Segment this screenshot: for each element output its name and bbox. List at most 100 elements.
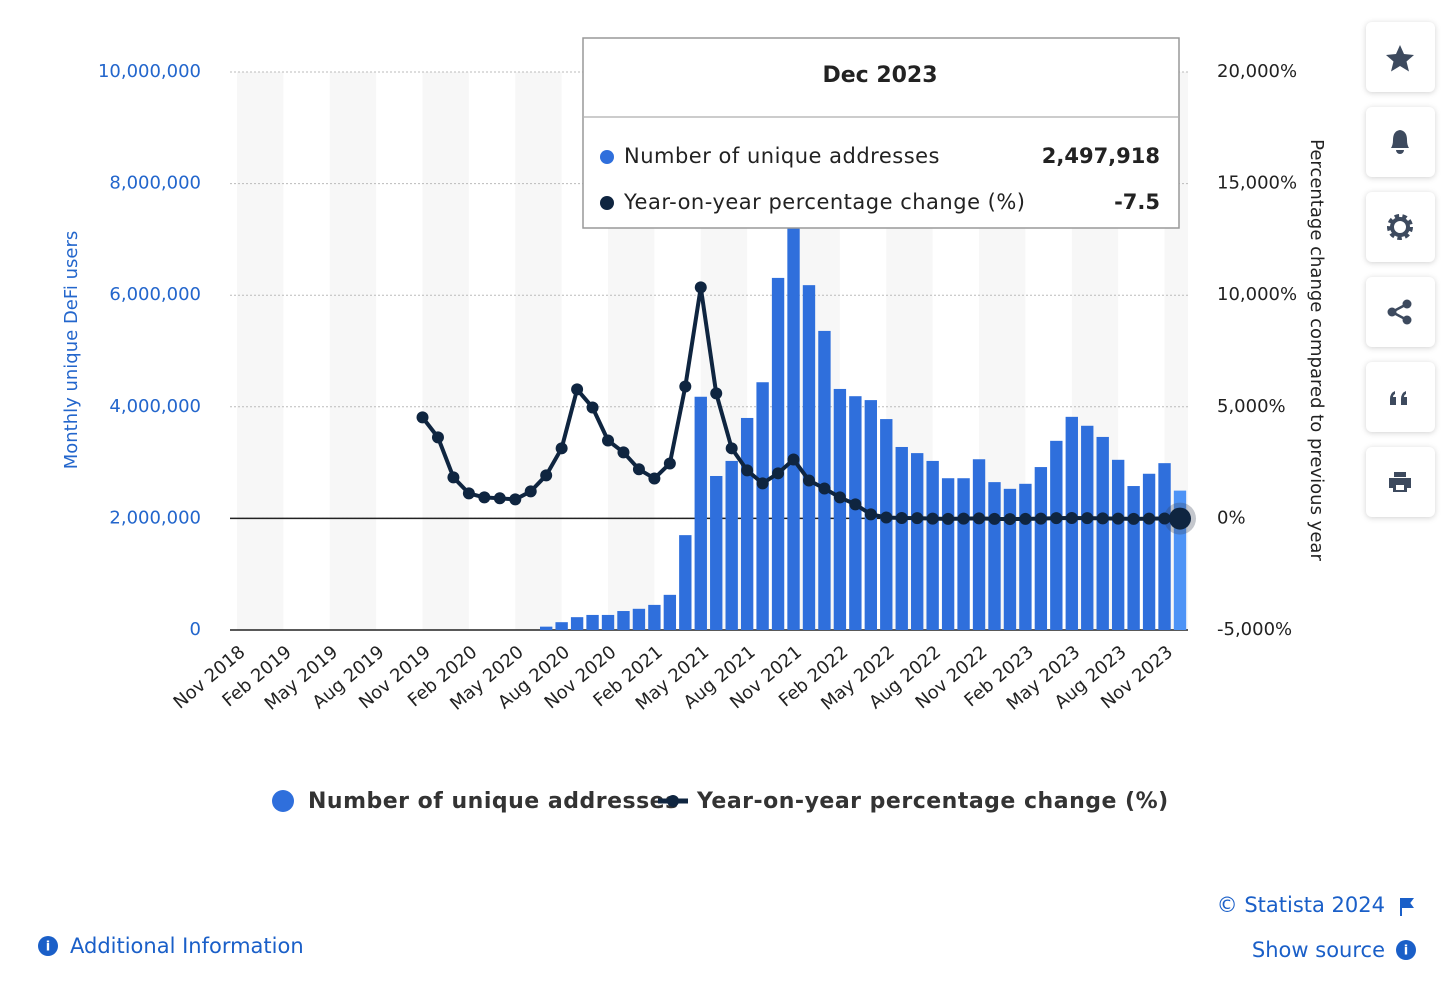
tooltip-title: Dec 2023 xyxy=(822,63,937,88)
line-point xyxy=(787,453,800,466)
bar xyxy=(539,626,553,630)
line-point xyxy=(1019,512,1032,525)
background-stripe xyxy=(422,72,469,630)
line-point xyxy=(663,457,676,470)
line-point xyxy=(1169,507,1191,530)
gear-icon xyxy=(1390,217,1410,237)
bar xyxy=(849,396,862,630)
line-point xyxy=(1112,512,1125,525)
bar xyxy=(617,611,630,630)
line-point xyxy=(880,511,893,524)
legend-label[interactable]: Number of unique addresses xyxy=(308,789,679,814)
bell-icon xyxy=(1391,130,1409,154)
bar xyxy=(818,330,831,630)
print-icon xyxy=(1389,472,1411,492)
bar xyxy=(756,382,769,630)
bar xyxy=(833,388,847,630)
line-point xyxy=(911,512,924,525)
line-point xyxy=(802,474,815,487)
legend-marker[interactable] xyxy=(667,795,679,807)
legend-label[interactable]: Year-on-year percentage change (%) xyxy=(696,789,1169,814)
line-point xyxy=(849,498,862,511)
line-point xyxy=(571,383,584,396)
y2-tick-label: 0% xyxy=(1217,507,1246,528)
line-point xyxy=(617,446,630,459)
bar xyxy=(570,617,584,630)
bar xyxy=(988,482,1001,630)
info-icon[interactable] xyxy=(38,936,58,956)
background-stripe xyxy=(329,72,377,630)
line-point xyxy=(632,463,645,476)
info-icon[interactable] xyxy=(1396,940,1416,960)
y-tick-label: 4,000,000 xyxy=(109,396,201,417)
legend-marker[interactable] xyxy=(272,790,294,812)
y-tick-label: 0 xyxy=(190,619,201,640)
bar xyxy=(911,453,924,630)
share-icon xyxy=(1387,299,1412,325)
line-point xyxy=(447,471,460,484)
y2-tick-label: -5,000% xyxy=(1217,619,1292,640)
line-point xyxy=(586,401,599,414)
line-point xyxy=(478,491,491,504)
line-point xyxy=(431,431,444,444)
print-icon xyxy=(1396,485,1404,490)
y-axis-label: Monthly unique DeFi users xyxy=(61,231,82,470)
cite-button[interactable] xyxy=(1366,362,1435,432)
background-stripe xyxy=(237,72,284,630)
show-source[interactable]: Show source xyxy=(1252,938,1385,962)
tooltip-value: 2,497,918 xyxy=(1042,144,1160,168)
bar xyxy=(895,446,908,630)
line-point xyxy=(1003,513,1016,526)
y-tick-label: 10,000,000 xyxy=(98,61,201,82)
line-point xyxy=(725,442,738,455)
line-point xyxy=(818,482,831,495)
bar xyxy=(941,478,955,630)
tooltip-series: Number of unique addresses xyxy=(624,144,940,168)
tooltip-marker xyxy=(600,196,614,210)
line-point xyxy=(524,485,537,498)
tooltip-box xyxy=(582,37,1180,229)
bar xyxy=(586,614,599,630)
settings-button[interactable] xyxy=(1366,192,1435,262)
bar xyxy=(771,277,785,630)
line-point xyxy=(1034,512,1047,525)
line-point xyxy=(756,477,769,490)
copyright[interactable]: © Statista 2024 xyxy=(1217,893,1385,917)
line-point xyxy=(694,281,707,294)
bar xyxy=(972,459,986,630)
flag-icon[interactable] xyxy=(1400,898,1414,916)
tooltip-series: Year-on-year percentage change (%) xyxy=(623,190,1026,214)
bar xyxy=(648,604,661,630)
line-point xyxy=(648,472,661,485)
bar xyxy=(802,285,816,630)
line-point xyxy=(1050,512,1063,525)
line-point xyxy=(1127,512,1140,525)
line-point xyxy=(957,512,970,525)
line-point xyxy=(416,411,429,424)
bar xyxy=(601,614,615,630)
line-point xyxy=(973,512,986,525)
bar xyxy=(694,396,707,630)
line-point xyxy=(509,493,522,506)
y-tick-label: 2,000,000 xyxy=(109,507,201,528)
bar xyxy=(1019,483,1032,630)
line-point xyxy=(1065,511,1078,524)
line-point xyxy=(926,512,939,525)
y2-tick-label: 10,000% xyxy=(1217,284,1297,305)
y2-axis-label: Percentage change compared to previous y… xyxy=(1306,139,1327,561)
additional-information[interactable]: Additional Information xyxy=(70,934,304,958)
tooltip-value: -7.5 xyxy=(1114,190,1160,214)
line-point xyxy=(942,512,955,525)
bar xyxy=(740,417,754,630)
line-point xyxy=(895,511,908,524)
info-glyph: i xyxy=(1404,944,1408,959)
line-point xyxy=(1081,512,1094,525)
bar xyxy=(880,419,893,630)
y-tick-label: 6,000,000 xyxy=(109,284,201,305)
bar xyxy=(1081,425,1094,630)
line-point xyxy=(540,469,553,482)
bar xyxy=(787,228,800,631)
line-point xyxy=(493,492,506,505)
toolbar xyxy=(1366,22,1435,517)
share-button[interactable] xyxy=(1366,277,1435,347)
